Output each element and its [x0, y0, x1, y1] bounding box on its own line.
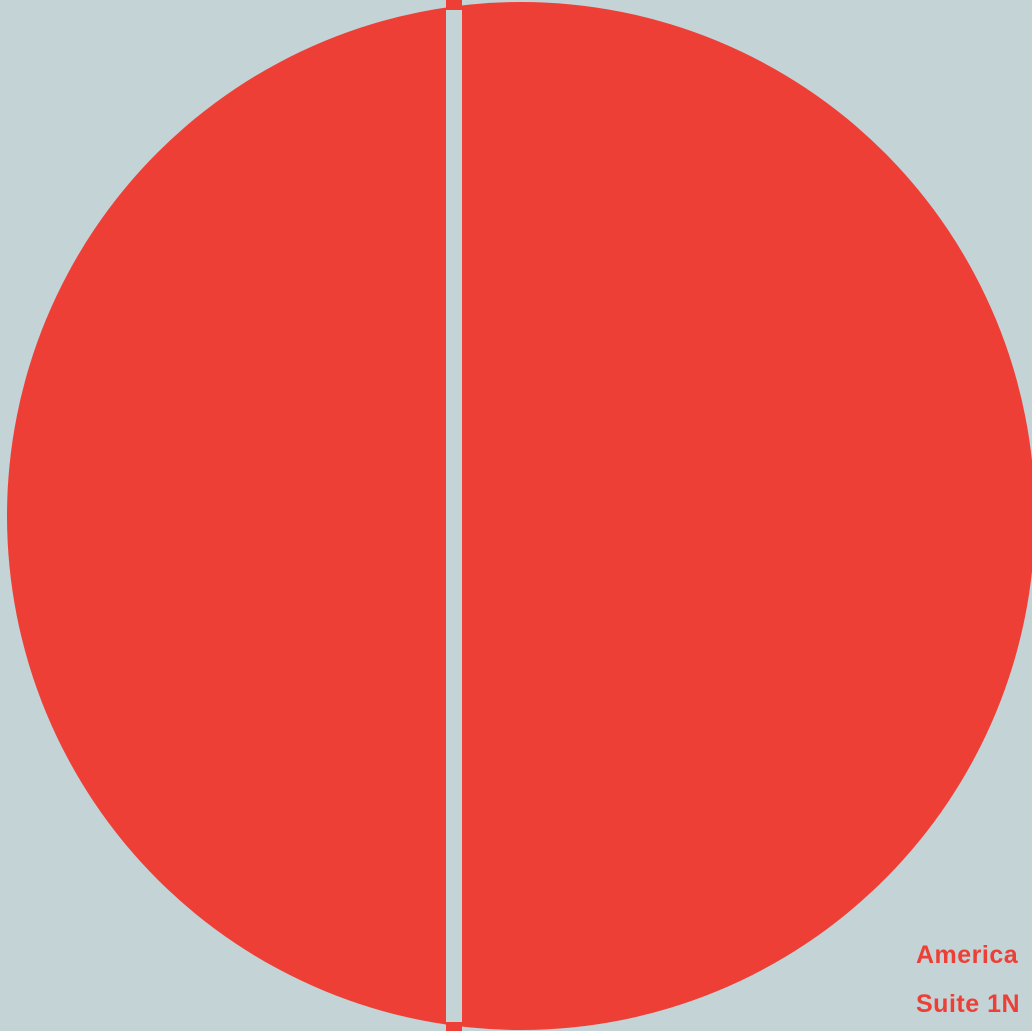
bottom-tab-mark [446, 1022, 462, 1031]
caption-line-1: America [916, 941, 1019, 969]
circle-icon [7, 2, 1032, 1030]
top-tab-mark [446, 0, 462, 10]
caption-line-2: Suite 1N [916, 990, 1021, 1018]
vertical-line-icon [446, 10, 462, 1022]
